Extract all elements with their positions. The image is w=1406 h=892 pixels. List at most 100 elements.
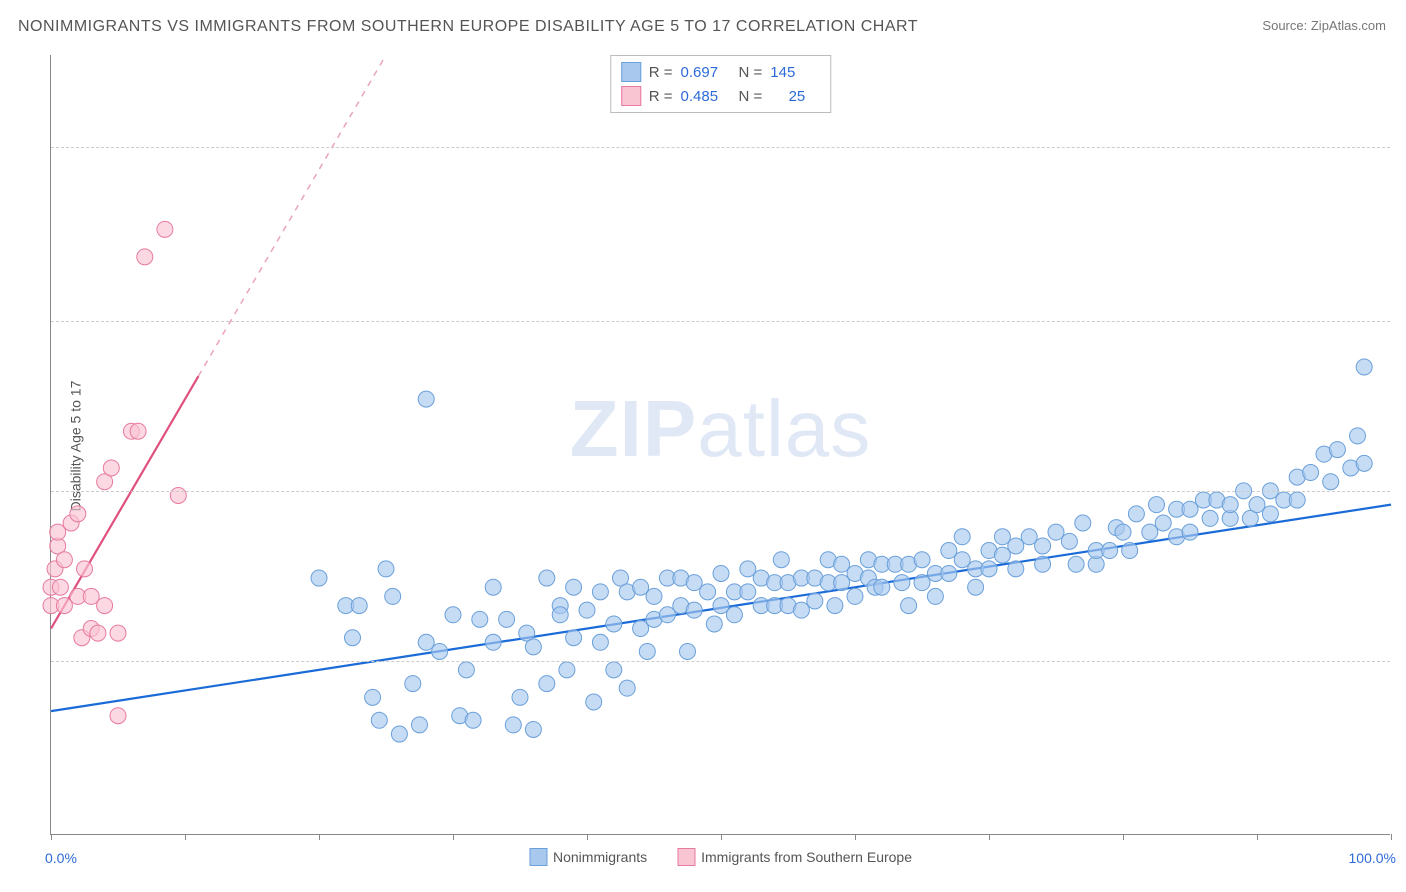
trend-line — [198, 55, 386, 376]
stats-row: R = 0.697 N = 145 — [621, 60, 821, 84]
scatter-point — [941, 543, 957, 559]
x-tick — [587, 834, 588, 840]
scatter-point — [1128, 506, 1144, 522]
scatter-point — [83, 588, 99, 604]
scatter-point — [418, 634, 434, 650]
scatter-point — [1008, 538, 1024, 554]
scatter-point — [619, 680, 635, 696]
scatter-point — [606, 662, 622, 678]
scatter-point — [412, 717, 428, 733]
scatter-point — [365, 689, 381, 705]
plot-area: ZIPatlas R = 0.697 N = 145 R = 0.485 N =… — [50, 55, 1390, 835]
scatter-point — [97, 598, 113, 614]
legend-label: Nonimmigrants — [553, 849, 647, 865]
scatter-point — [793, 602, 809, 618]
legend-label: Immigrants from Southern Europe — [701, 849, 912, 865]
bottom-legend: Nonimmigrants Immigrants from Southern E… — [529, 848, 912, 866]
scatter-point — [1289, 492, 1305, 508]
scatter-point — [807, 593, 823, 609]
scatter-point — [586, 694, 602, 710]
scatter-point — [52, 579, 68, 595]
x-tick — [51, 834, 52, 840]
scatter-point — [351, 598, 367, 614]
scatter-point — [1008, 561, 1024, 577]
scatter-point — [472, 611, 488, 627]
scatter-point — [539, 570, 555, 586]
scatter-point — [1021, 529, 1037, 545]
scatter-point — [499, 611, 515, 627]
x-tick — [1257, 834, 1258, 840]
scatter-point — [539, 676, 555, 692]
scatter-point — [1155, 515, 1171, 531]
scatter-point — [1035, 556, 1051, 572]
scatter-point — [1075, 515, 1091, 531]
scatter-point — [445, 607, 461, 623]
scatter-point — [50, 524, 66, 540]
stats-row: R = 0.485 N = 25 — [621, 84, 821, 108]
scatter-point — [432, 643, 448, 659]
legend-swatch-pink — [677, 848, 695, 866]
scatter-point — [740, 561, 756, 577]
scatter-point — [1122, 543, 1138, 559]
scatter-point — [458, 662, 474, 678]
x-axis-start-label: 0.0% — [45, 850, 77, 866]
x-tick — [989, 834, 990, 840]
scatter-point — [1303, 465, 1319, 481]
scatter-point — [1048, 524, 1064, 540]
scatter-point — [606, 616, 622, 632]
scatter-point — [345, 630, 361, 646]
scatter-point — [726, 607, 742, 623]
stats-swatch-blue — [621, 62, 641, 82]
scatter-point — [927, 588, 943, 604]
scatter-point — [1222, 497, 1238, 513]
scatter-point — [659, 607, 675, 623]
legend-swatch-blue — [529, 848, 547, 866]
scatter-point — [566, 630, 582, 646]
scatter-point — [646, 588, 662, 604]
x-tick — [453, 834, 454, 840]
grid-line — [51, 321, 1390, 322]
source-attribution: Source: ZipAtlas.com — [1262, 18, 1386, 33]
scatter-point — [639, 643, 655, 659]
chart-title: NONIMMIGRANTS VS IMMIGRANTS FROM SOUTHER… — [18, 18, 918, 36]
scatter-point — [1182, 524, 1198, 540]
scatter-point — [834, 575, 850, 591]
legend-item-immigrants: Immigrants from Southern Europe — [677, 848, 912, 866]
scatter-point — [834, 556, 850, 572]
scatter-point — [566, 579, 582, 595]
scatter-point — [1350, 428, 1366, 444]
scatter-point — [1061, 533, 1077, 549]
stats-legend: R = 0.697 N = 145 R = 0.485 N = 25 — [610, 55, 832, 113]
scatter-point — [706, 616, 722, 632]
scatter-point — [827, 598, 843, 614]
scatter-point — [713, 598, 729, 614]
scatter-point — [525, 639, 541, 655]
source-name: ZipAtlas.com — [1311, 18, 1386, 33]
x-tick — [1391, 834, 1392, 840]
scatter-point — [170, 487, 186, 503]
scatter-point — [968, 579, 984, 595]
x-tick — [185, 834, 186, 840]
scatter-point — [700, 584, 716, 600]
scatter-point — [103, 460, 119, 476]
scatter-point — [1149, 497, 1165, 513]
scatter-point — [713, 565, 729, 581]
scatter-point — [405, 676, 421, 692]
scatter-point — [418, 391, 434, 407]
legend-item-nonimmigrants: Nonimmigrants — [529, 848, 647, 866]
scatter-point — [914, 552, 930, 568]
scatter-point — [1182, 501, 1198, 517]
scatter-point — [130, 423, 146, 439]
stat-n-value: 145 — [770, 64, 820, 81]
scatter-point — [592, 634, 608, 650]
scatter-point — [680, 643, 696, 659]
scatter-point — [77, 561, 93, 577]
scatter-point — [914, 575, 930, 591]
scatter-point — [1262, 506, 1278, 522]
scatter-point — [579, 602, 595, 618]
scatter-point — [391, 726, 407, 742]
scatter-point — [686, 575, 702, 591]
x-axis-end-label: 100.0% — [1349, 850, 1396, 866]
grid-line — [51, 491, 1390, 492]
stat-n-value: 25 — [770, 88, 805, 105]
